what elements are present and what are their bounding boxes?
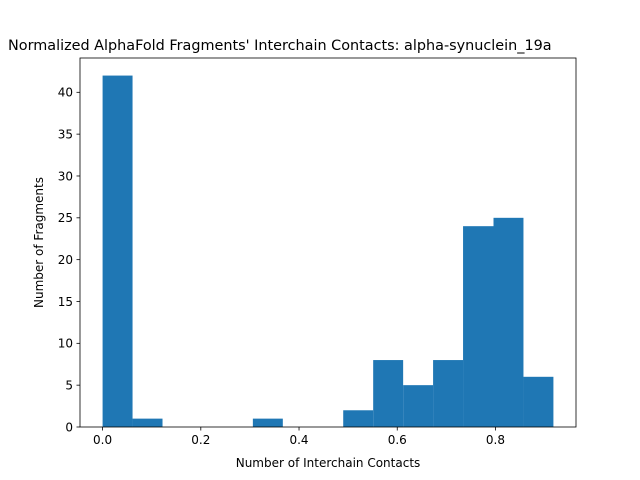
histogram-bar-12 <box>463 226 494 427</box>
y-tick-label: 15 <box>58 295 73 309</box>
y-axis-label: Number of Fragments <box>32 177 46 308</box>
x-axis-label: Number of Interchain Contacts <box>236 456 421 470</box>
histogram-bar-1 <box>132 418 163 427</box>
y-tick-label: 0 <box>65 420 73 434</box>
x-tick-label: 0.8 <box>486 433 505 447</box>
y-tick-label: 30 <box>58 169 73 183</box>
plot-frame <box>79 57 577 428</box>
histogram-bar-11 <box>433 360 464 427</box>
histogram-bar-8 <box>343 410 374 427</box>
y-tick-label: 40 <box>58 86 73 100</box>
y-axis-ticks: 0 5 10 15 20 25 30 35 40 <box>58 86 80 434</box>
histogram-bar-5 <box>252 418 283 427</box>
histogram-bars <box>102 75 554 427</box>
y-tick-label: 25 <box>58 211 73 225</box>
y-tick-label: 20 <box>58 253 73 267</box>
histogram-bar-9 <box>373 360 404 427</box>
y-tick-label: 35 <box>58 127 73 141</box>
chart-title: Normalized AlphaFold Fragments' Intercha… <box>8 38 552 54</box>
x-tick-label: 0.0 <box>93 433 112 447</box>
x-tick-label: 0.6 <box>388 433 407 447</box>
histogram-bar-13 <box>493 217 524 427</box>
y-tick-label: 10 <box>58 337 73 351</box>
histogram-bar-14 <box>523 376 554 427</box>
histogram-bar-10 <box>403 385 434 427</box>
x-axis-ticks: 0.0 0.2 0.4 0.6 0.8 <box>93 427 505 447</box>
x-tick-label: 0.2 <box>191 433 210 447</box>
histogram-bar-0 <box>102 75 133 427</box>
y-tick-label: 5 <box>65 378 73 392</box>
x-tick-label: 0.4 <box>289 433 308 447</box>
